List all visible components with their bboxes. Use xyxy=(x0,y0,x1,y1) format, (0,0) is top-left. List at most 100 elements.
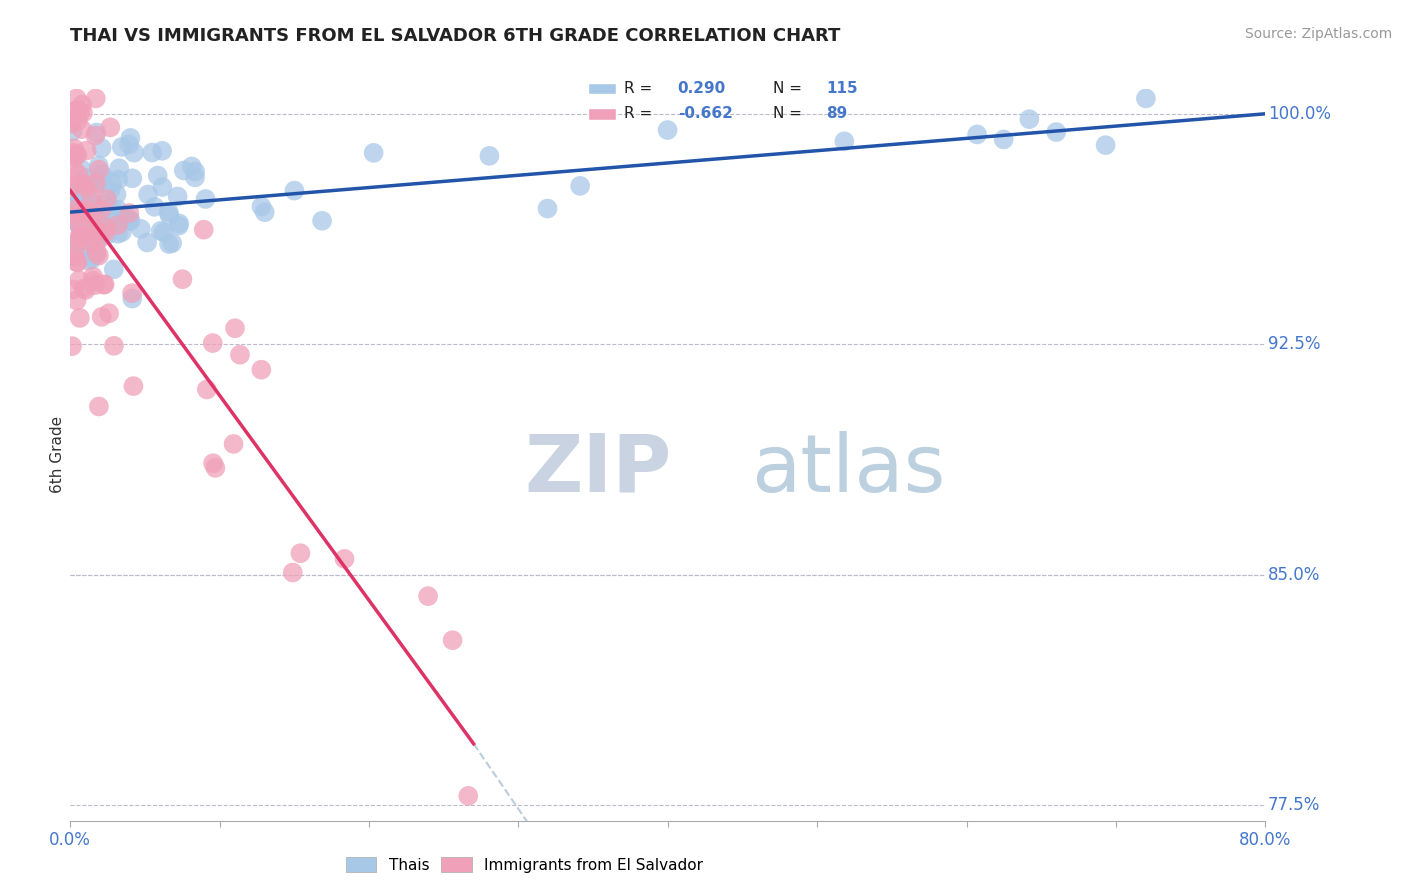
Point xyxy=(76,203,98,218)
Point xyxy=(143,200,166,214)
Text: N =: N = xyxy=(773,106,801,121)
Point xyxy=(333,552,356,566)
Point xyxy=(84,236,107,251)
Point xyxy=(60,243,83,257)
Text: R =: R = xyxy=(624,81,652,95)
Point xyxy=(82,209,104,223)
Point xyxy=(65,293,87,308)
Point xyxy=(63,150,86,164)
Y-axis label: 6th Grade: 6th Grade xyxy=(49,417,65,493)
Legend: Thais, Immigrants from El Salvador: Thais, Immigrants from El Salvador xyxy=(340,851,709,879)
Point xyxy=(67,168,90,182)
Point xyxy=(66,214,89,228)
Point xyxy=(84,248,107,262)
Point xyxy=(73,205,96,219)
Point xyxy=(122,379,145,393)
Point xyxy=(69,105,91,120)
Point xyxy=(105,187,128,202)
Point xyxy=(65,103,87,118)
Point xyxy=(59,209,82,223)
Point xyxy=(66,183,89,197)
Bar xyxy=(589,110,616,120)
Point xyxy=(441,633,464,648)
Point xyxy=(86,226,108,240)
Point xyxy=(149,224,172,238)
Point xyxy=(65,195,87,210)
Point xyxy=(63,190,86,204)
Text: 77.5%: 77.5% xyxy=(1268,797,1320,814)
Point xyxy=(65,242,87,256)
Point xyxy=(120,213,142,227)
Point xyxy=(180,160,202,174)
Point xyxy=(67,273,90,287)
Point xyxy=(1135,91,1157,105)
Point xyxy=(90,141,112,155)
Point xyxy=(76,170,98,185)
Point xyxy=(101,212,124,227)
Point xyxy=(80,235,103,249)
Point xyxy=(90,167,112,181)
Point xyxy=(77,253,100,268)
Point xyxy=(172,272,194,286)
Point xyxy=(993,132,1015,146)
Point xyxy=(121,286,143,301)
Point xyxy=(60,125,83,139)
Point xyxy=(157,205,180,219)
Text: -0.662: -0.662 xyxy=(678,106,733,121)
Point xyxy=(222,437,245,451)
Point xyxy=(69,242,91,256)
Point xyxy=(111,140,134,154)
Point xyxy=(63,141,86,155)
Point xyxy=(93,277,115,292)
Point xyxy=(118,214,141,228)
Point xyxy=(157,237,180,252)
Point xyxy=(114,208,136,222)
Point xyxy=(107,218,129,232)
Text: THAI VS IMMIGRANTS FROM EL SALVADOR 6TH GRADE CORRELATION CHART: THAI VS IMMIGRANTS FROM EL SALVADOR 6TH … xyxy=(70,27,841,45)
Point xyxy=(195,383,218,397)
Point xyxy=(84,176,107,190)
Point xyxy=(834,134,856,148)
Point xyxy=(283,184,305,198)
Point xyxy=(141,145,163,160)
Point xyxy=(118,137,141,152)
Point xyxy=(281,566,304,580)
Point xyxy=(93,198,115,212)
Text: Source: ZipAtlas.com: Source: ZipAtlas.com xyxy=(1244,27,1392,41)
Point xyxy=(87,177,110,191)
Point xyxy=(98,201,121,215)
Point xyxy=(98,202,121,217)
Point xyxy=(108,207,131,221)
Point xyxy=(62,283,84,297)
Point xyxy=(66,148,89,162)
Point xyxy=(73,231,96,245)
Point xyxy=(73,177,96,191)
Point xyxy=(86,126,108,140)
Point xyxy=(75,283,97,297)
Point xyxy=(193,222,215,236)
Point xyxy=(416,589,439,603)
Point xyxy=(253,205,276,219)
Point xyxy=(69,219,91,233)
Point xyxy=(66,113,89,128)
Point xyxy=(65,238,87,252)
Point xyxy=(66,201,89,215)
Point xyxy=(363,145,385,160)
Point xyxy=(201,336,224,351)
Point xyxy=(290,546,312,560)
Point xyxy=(121,171,143,186)
Point xyxy=(152,226,174,240)
Point xyxy=(96,192,118,206)
Point xyxy=(457,789,479,803)
Point xyxy=(73,212,96,227)
Point xyxy=(63,185,86,199)
Point xyxy=(146,169,169,183)
Point xyxy=(103,339,125,353)
Point xyxy=(84,222,107,236)
Point xyxy=(250,200,273,214)
Point xyxy=(118,206,141,220)
Point xyxy=(70,97,93,112)
Point xyxy=(84,91,107,105)
Point xyxy=(657,123,679,137)
Point xyxy=(1018,112,1040,127)
